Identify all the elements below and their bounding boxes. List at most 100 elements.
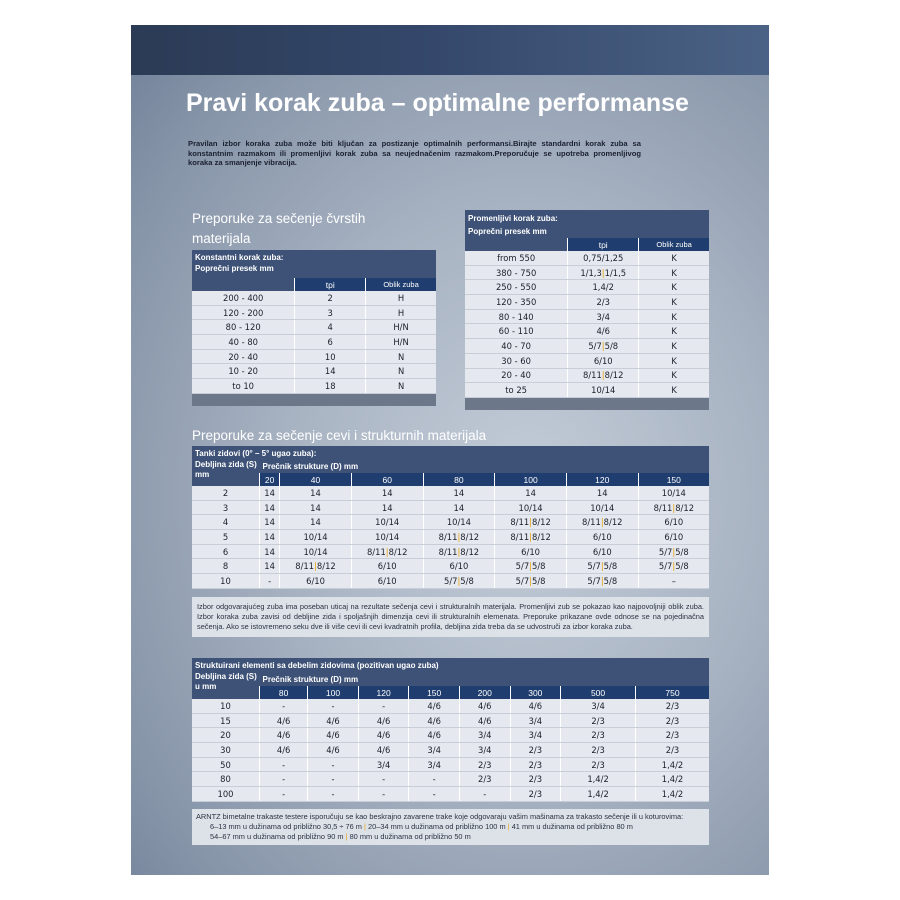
constant-row: 20 - 40 10 N: [192, 349, 436, 365]
thin-cell: 10/14: [637, 486, 709, 501]
thick-cell: -: [408, 771, 460, 788]
thin-cell: 8/11|8/12: [350, 544, 424, 560]
constant-row: 120 - 200 3 H: [192, 305, 436, 321]
thick-cell: 3/4: [560, 699, 636, 714]
thick-cell: -: [357, 771, 409, 788]
thin-cell: 5/7|5/8: [494, 558, 567, 575]
thin-diameter-header: 100: [494, 473, 567, 486]
variable-cell: 6/10: [567, 353, 639, 369]
variable-cell: 8/11|8/12: [567, 368, 639, 384]
variable-row: 120 - 350 2/3 K: [465, 294, 709, 310]
thin-diameter-header: 150: [637, 473, 709, 486]
thick-cell: 2/3: [560, 713, 636, 729]
thick-cell: 2/3: [560, 727, 636, 744]
thin-row: 3 14 14 14 14 10/14 10/14 8/11|8/12: [192, 500, 709, 516]
constant-row: to 10 18 N: [192, 378, 436, 394]
document-page: Pravi korak zuba – optimalne performanse…: [131, 25, 769, 875]
footer-line-1: ARNTZ bimetalne trakaste testere isporuč…: [196, 812, 684, 821]
variable-cell: 20 - 40: [465, 368, 568, 384]
thin-cell: 5/7|5/8: [637, 544, 709, 560]
thin-diameter-header: 80: [422, 473, 495, 486]
thin-cell: 14: [258, 514, 280, 531]
table-footer-bar: [192, 393, 436, 406]
thin-row: 5 14 10/14 10/14 8/11|8/12 8/11|8/12 6/10 6/10: [192, 529, 709, 545]
thin-cell: 14: [258, 558, 280, 575]
variable-cell: 30 - 60: [465, 353, 568, 369]
variable-caption: Promenljivi korak zuba:: [465, 210, 709, 227]
thick-cell: -: [408, 786, 460, 802]
variable-cell: 4/6: [567, 323, 639, 340]
table-footer-bar: [465, 397, 709, 410]
intro-text: Pravilan izbor koraka zuba može biti klj…: [188, 139, 641, 167]
thick-col-diam: Prečnik strukture (D) mm: [259, 672, 709, 686]
thick-cell: 2/3: [560, 757, 636, 773]
constant-cell: 10 - 20: [192, 363, 295, 380]
thin-caption: Tanki zidovi (0° – 5° ugao zuba):: [192, 446, 709, 460]
variable-cell: 1,4/2: [567, 279, 639, 296]
thin-cell: 8/11|8/12: [494, 514, 567, 531]
thin-cell: 5: [192, 529, 260, 545]
constant-cell: H: [365, 305, 436, 321]
thin-cell: 5/7|5/8: [565, 573, 639, 589]
thick-cell: 4/6: [509, 699, 561, 714]
thick-cell: -: [307, 786, 359, 802]
thin-cell: 14: [565, 486, 639, 501]
thick-diameter-header: 300: [509, 686, 561, 699]
thick-row: 20 4/6 4/6 4/6 4/6 3/4 3/4 2/3 2/3: [192, 727, 709, 744]
thin-cell: 8/11|8/12: [494, 529, 567, 545]
thick-cell: 3/4: [408, 742, 460, 758]
thin-cell: 14: [422, 486, 495, 501]
tubes-note: Izbor odgovarajućeg zuba ima poseban uti…: [192, 597, 709, 637]
variable-cell: 120 - 350: [465, 294, 568, 310]
thin-cell: 10/14: [565, 500, 639, 516]
thick-cell: 4/6: [408, 713, 460, 729]
constant-col-section: Poprečni presek mm: [192, 264, 295, 278]
thin-cell: 6/10: [350, 573, 424, 589]
thick-cell: 2/3: [560, 742, 636, 758]
variable-cell: from 550: [465, 251, 568, 266]
constant-cell: 200 - 400: [192, 291, 295, 306]
thin-row: 8 14 8/11|8/12 6/10 6/10 5/7|5/8 5/7|5/8 5/7|5/…: [192, 558, 709, 575]
constant-cell: 2: [294, 291, 366, 306]
thin-cell: 14: [494, 486, 567, 501]
thin-cell: 8/11|8/12: [637, 500, 709, 516]
footer-line-2: 6–13 mm u dužinama od približno 30,5 ÷ 7…: [210, 822, 633, 831]
variable-cell: 5/7|5/8: [567, 338, 639, 354]
variable-row: 380 - 750 1/1,3|1/1,5 K: [465, 265, 709, 281]
page-title: Pravi korak zuba – optimalne performanse: [186, 89, 689, 117]
variable-cell: 1/1,3|1/1,5: [567, 265, 639, 281]
variable-row: 60 - 110 4/6 K: [465, 323, 709, 340]
thin-cell: 10/14: [494, 500, 567, 516]
thin-cell: 8/11|8/12: [422, 529, 495, 545]
thick-cell: 4/6: [357, 727, 409, 744]
constant-cell: N: [365, 363, 436, 380]
thin-diameter-header: 20: [258, 473, 280, 486]
constant-caption: Konstantni korak zuba:: [192, 250, 436, 264]
thick-cell: 4/6: [258, 727, 308, 744]
thin-cell: 14: [279, 500, 352, 516]
thin-cell: 6/10: [637, 514, 709, 531]
thin-cell: 14: [279, 486, 352, 501]
thick-row: 80- - - -2/3 2/3 1,4/2 1,4/2: [192, 771, 709, 788]
thin-cell: 8: [192, 558, 260, 575]
thick-cell: 4/6: [408, 699, 460, 714]
thick-cell: -: [307, 699, 359, 714]
constant-cell: H/N: [365, 319, 436, 336]
thin-cell: 10/14: [350, 514, 424, 531]
thick-diameter-header: 150: [408, 686, 460, 699]
thick-cell: 4/6: [458, 699, 511, 714]
solid-section-title: Preporuke za sečenje čvrstih materijala: [192, 211, 366, 246]
thin-cell: 14: [350, 500, 424, 516]
thick-cell: 10: [192, 699, 260, 714]
thick-cell: 1,4/2: [635, 786, 709, 802]
thin-walls-table: Tanki zidovi (0° – 5° ugao zuba): Deblji…: [192, 446, 709, 589]
thick-cell: 3/4: [509, 713, 561, 729]
variable-cell: K: [638, 265, 709, 281]
constant-cell: 120 - 200: [192, 305, 295, 321]
variable-cell: 80 - 140: [465, 309, 568, 325]
constant-cell: H/N: [365, 334, 436, 350]
thick-diameter-header: 100: [307, 686, 359, 699]
variable-col-section: Poprečni presek mm: [465, 227, 568, 238]
thick-cell: 4/6: [357, 713, 409, 729]
thick-cell: -: [458, 786, 511, 802]
